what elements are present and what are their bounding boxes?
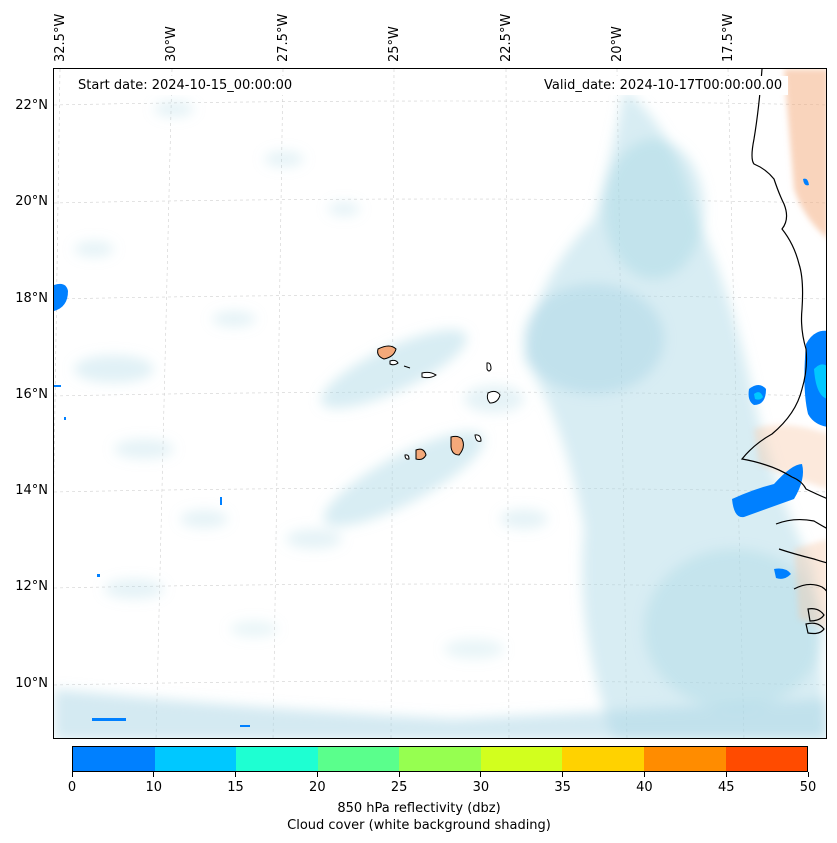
cloud-cover	[54, 89, 826, 738]
colorbar-sublabel: Cloud cover (white background shading)	[287, 818, 551, 833]
colorbar-tick	[71, 772, 73, 777]
colorbar-tick-label: 25	[390, 780, 408, 795]
lat-label-22n: 22°N	[15, 98, 48, 113]
colorbar-segment	[154, 747, 237, 771]
colorbar-tick	[316, 772, 318, 777]
colorbar-tick-label: 35	[554, 780, 571, 795]
colorbar-segment	[643, 747, 726, 771]
colorbar	[72, 746, 808, 772]
lat-label-10n: 10°N	[15, 676, 48, 691]
colorbar-segment	[73, 747, 155, 771]
colorbar-tick-label: 20	[309, 780, 326, 795]
colorbar-tick-label: 45	[717, 780, 735, 795]
lon-label-20w: 20°W	[610, 26, 625, 62]
lat-label-16n: 16°N	[15, 387, 48, 402]
colorbar-tick-label: 50	[799, 780, 817, 795]
colorbar-tick	[643, 772, 645, 777]
colorbar-tick	[562, 772, 564, 777]
lon-label-17-5w: 17.5°W	[721, 13, 736, 62]
coastline	[740, 69, 826, 635]
lat-label-12n: 12°N	[15, 579, 48, 594]
colorbar-tick-label: 10	[145, 780, 163, 795]
map-panel	[53, 68, 827, 739]
islands	[377, 345, 501, 460]
colorbar-segment	[317, 747, 400, 771]
valid-date-label: Valid_date: 2024-10-17T00:00:00.00	[538, 76, 789, 95]
colorbar-tick-label: 30	[472, 780, 490, 795]
colorbar-segment	[399, 747, 481, 771]
reflectivity-contours	[54, 178, 826, 727]
colorbar-tick-label: 15	[227, 780, 244, 795]
lat-label-20n: 20°N	[15, 194, 48, 209]
lat-label-14n: 14°N	[15, 483, 48, 498]
colorbar-tick	[235, 772, 237, 777]
colorbar-tick	[807, 772, 809, 777]
colorbar-segment	[725, 747, 808, 771]
colorbar-tick	[398, 772, 400, 777]
colorbar-tick-label: 40	[636, 780, 653, 795]
colorbar-segment	[562, 747, 644, 771]
start-date-label: Start date: 2024-10-15_00:00:00	[72, 76, 299, 95]
land-shading	[754, 69, 826, 629]
colorbar-tick	[725, 772, 727, 777]
lat-label-18n: 18°N	[15, 291, 48, 306]
colorbar-label: 850 hPa reflectivity (dbz)	[337, 801, 501, 816]
colorbar-tick	[153, 772, 155, 777]
colorbar-segment	[236, 747, 318, 771]
lon-label-25w: 25°W	[387, 26, 402, 62]
colorbar-tick-label: 0	[67, 780, 77, 795]
colorbar-segment	[480, 747, 563, 771]
map-canvas	[54, 69, 826, 738]
lon-label-30w: 30°W	[164, 26, 179, 62]
colorbar-tick	[480, 772, 482, 777]
lon-label-22-5w: 22.5°W	[499, 13, 514, 62]
lon-label-32-5w: 32.5°W	[53, 13, 68, 62]
lon-label-27-5w: 27.5°W	[276, 13, 291, 62]
